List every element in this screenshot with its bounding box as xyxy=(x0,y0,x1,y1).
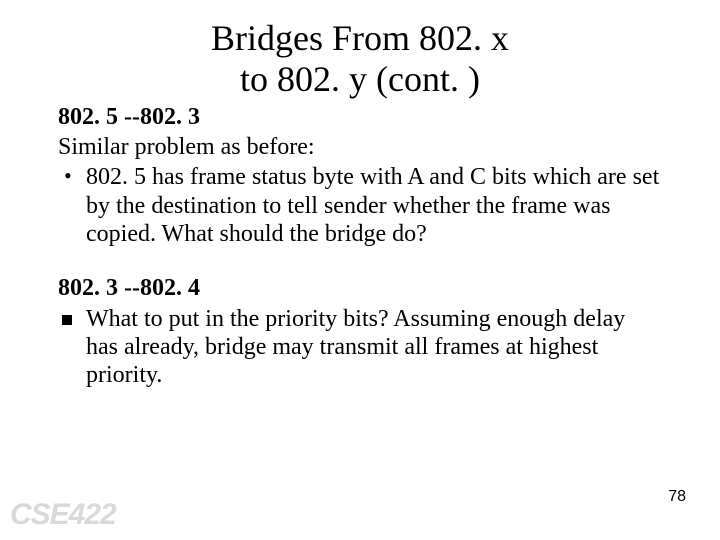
slide-body: 802. 5 --802. 3 Similar problem as befor… xyxy=(0,103,720,390)
section1-bullet-1: 802. 5 has frame status byte with A and … xyxy=(58,163,662,248)
section1-lead: Similar problem as before: xyxy=(58,133,662,161)
section1-heading: 802. 5 --802. 3 xyxy=(58,103,662,131)
slide: Bridges From 802. x to 802. y (cont. ) 8… xyxy=(0,0,720,540)
section2-bullet-1: What to put in the priority bits? Assumi… xyxy=(58,305,662,390)
title-line-2: to 802. y (cont. ) xyxy=(0,59,720,100)
section2-heading: 802. 3 --802. 4 xyxy=(58,274,662,302)
section2-bullets: What to put in the priority bits? Assumi… xyxy=(58,305,662,390)
course-code-watermark: CSE422 xyxy=(10,498,116,532)
section1-bullets: 802. 5 has frame status byte with A and … xyxy=(58,163,662,248)
title-line-1: Bridges From 802. x xyxy=(0,18,720,59)
slide-title: Bridges From 802. x to 802. y (cont. ) xyxy=(0,0,720,101)
page-number: 78 xyxy=(668,488,686,506)
